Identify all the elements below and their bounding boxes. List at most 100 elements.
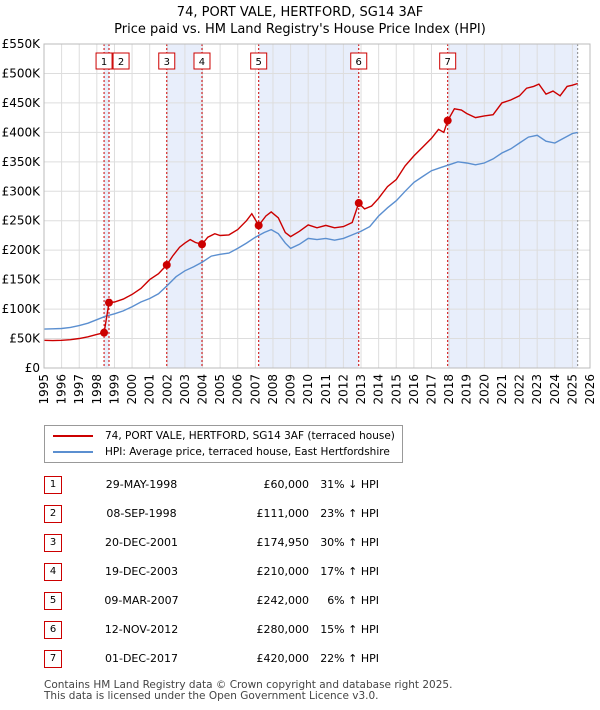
sale-label-number: 5 bbox=[256, 57, 262, 68]
shaded-range bbox=[104, 44, 109, 368]
x-tick-label: 2014 bbox=[372, 374, 386, 405]
x-tick-label: 2016 bbox=[407, 374, 421, 405]
x-tick-label: 2005 bbox=[213, 374, 227, 405]
sale-label-frame bbox=[350, 52, 368, 70]
sale-hpi-change: 23% ↑ HPI bbox=[320, 507, 379, 520]
sale-label-number: 1 bbox=[101, 57, 107, 68]
footer: Contains HM Land Registry data © Crown c… bbox=[44, 680, 452, 702]
y-tick-label: £350K bbox=[2, 155, 42, 169]
sale-label-frame bbox=[439, 52, 457, 70]
legend-item-hpi: HPI: Average price, terraced house, East… bbox=[53, 445, 390, 459]
x-tick-label: 2008 bbox=[266, 374, 280, 405]
x-tick-label: 1996 bbox=[55, 374, 69, 405]
x-tick-label: 2003 bbox=[178, 374, 192, 405]
chart-legend: 74, PORT VALE, HERTFORD, SG14 3AF (terra… bbox=[44, 425, 403, 463]
sale-label-frame bbox=[112, 52, 130, 70]
sale-number-badge: 6 bbox=[44, 620, 62, 639]
sale-number-badge: 4 bbox=[44, 562, 62, 581]
x-tick-label: 1995 bbox=[37, 374, 51, 405]
sale-number-badge: 2 bbox=[44, 504, 62, 523]
table-row: 1 29-MAY-1998 £60,000 31% ↓ HPI bbox=[44, 470, 379, 499]
sale-label-number: 7 bbox=[445, 57, 451, 68]
sale-price: £242,000 bbox=[256, 594, 310, 607]
sale-number-cell: 6 bbox=[44, 615, 84, 644]
y-tick-label: £250K bbox=[2, 214, 42, 228]
sale-price: £420,000 bbox=[256, 652, 310, 665]
x-tick-label: 2002 bbox=[160, 374, 174, 405]
sale-point bbox=[197, 240, 206, 249]
sale-hpi-change: 15% ↑ HPI bbox=[320, 623, 379, 636]
x-tick-label: 2019 bbox=[460, 374, 474, 405]
x-tick-label: 2011 bbox=[319, 374, 333, 405]
shaded-range bbox=[166, 44, 202, 368]
table-row: 7 01-DEC-2017 £420,000 22% ↑ HPI bbox=[44, 644, 379, 673]
sale-date: 08-SEP-1998 bbox=[106, 507, 177, 520]
y-tick-label: £500K bbox=[2, 66, 42, 80]
legend-swatch-property bbox=[53, 435, 93, 437]
sale-label-box: 3 bbox=[158, 52, 176, 70]
sale-number-cell: 2 bbox=[44, 499, 84, 528]
x-tick-label: 2013 bbox=[354, 374, 368, 405]
y-tick-label: £400K bbox=[2, 125, 42, 139]
x-tick-label: 2022 bbox=[513, 374, 527, 405]
x-tick-label: 2021 bbox=[495, 374, 509, 405]
price-chart: £0 £50K £100K £150K £200K £250K £300K £350K £400… bbox=[2, 37, 597, 405]
x-tick-label: 2000 bbox=[125, 374, 139, 405]
sale-label-box: 2 bbox=[112, 52, 130, 70]
chart-title: 74, PORT VALE, HERTFORD, SG14 3AF bbox=[176, 5, 424, 20]
sale-price: £210,000 bbox=[256, 565, 310, 578]
shaded-range bbox=[258, 44, 359, 368]
sale-hpi-change: 22% ↑ HPI bbox=[320, 652, 379, 665]
legend-item-property: 74, PORT VALE, HERTFORD, SG14 3AF (terra… bbox=[53, 429, 395, 443]
series-line-hpi bbox=[43, 131, 578, 330]
x-tick-label: 2015 bbox=[389, 374, 403, 405]
x-tick-label: 2001 bbox=[143, 374, 157, 405]
sale-number-cell: 3 bbox=[44, 528, 84, 557]
sale-date: 01-DEC-2017 bbox=[104, 652, 179, 665]
sale-label-box: 6 bbox=[350, 52, 368, 70]
sale-date: 12-NOV-2012 bbox=[104, 623, 179, 636]
sale-price: £111,000 bbox=[256, 507, 310, 520]
table-row: 3 20-DEC-2001 £174,950 30% ↑ HPI bbox=[44, 528, 379, 557]
sale-label-box: 1 bbox=[95, 52, 113, 70]
x-tick-label: 2026 bbox=[583, 374, 597, 405]
legend-label-hpi: HPI: Average price, terraced house, East… bbox=[105, 446, 390, 458]
table-row: 6 12-NOV-2012 £280,000 15% ↑ HPI bbox=[44, 615, 379, 644]
footer-licence: This data is licensed under the Open Gov… bbox=[44, 690, 379, 702]
legend-label-property: 74, PORT VALE, HERTFORD, SG14 3AF (terra… bbox=[105, 430, 395, 442]
x-tick-label: 2020 bbox=[477, 374, 491, 405]
sale-label-frame bbox=[193, 52, 211, 70]
table-row: 2 08-SEP-1998 £111,000 23% ↑ HPI bbox=[44, 499, 379, 528]
sale-point bbox=[443, 116, 452, 125]
x-tick-label: 2025 bbox=[565, 374, 579, 405]
x-tick-label: 2007 bbox=[248, 374, 262, 405]
sale-number-badge: 1 bbox=[44, 475, 62, 494]
x-tick-label: 2018 bbox=[442, 374, 456, 405]
sale-date: 29-MAY-1998 bbox=[105, 478, 178, 491]
sale-date: 20-DEC-2001 bbox=[104, 536, 179, 549]
sale-number-badge: 5 bbox=[44, 591, 62, 610]
x-tick-label: 2024 bbox=[548, 374, 562, 405]
y-tick-label: £100K bbox=[2, 302, 42, 316]
sale-hpi-change: 17% ↑ HPI bbox=[320, 565, 379, 578]
sale-label-box: 4 bbox=[193, 52, 211, 70]
x-tick-label: 2009 bbox=[284, 374, 298, 405]
sale-point bbox=[254, 221, 263, 230]
sale-price: £174,950 bbox=[256, 536, 310, 549]
y-tick-label: £550K bbox=[2, 37, 42, 51]
y-tick-label: £0 bbox=[25, 361, 40, 375]
sale-label-frame bbox=[250, 52, 268, 70]
sale-point bbox=[104, 298, 113, 307]
plot-frame bbox=[43, 43, 591, 369]
sales-table: 1 29-MAY-1998 £60,000 31% ↓ HPI 2 08-SEP-1998… bbox=[44, 470, 379, 673]
footer-copyright: Contains HM Land Registry data © Crown c… bbox=[44, 679, 453, 691]
sale-point bbox=[354, 199, 363, 208]
sale-date: 19-DEC-2003 bbox=[104, 565, 179, 578]
x-tick-label: 1997 bbox=[72, 374, 86, 405]
y-tick-label: £450K bbox=[2, 96, 42, 110]
sale-label-number: 2 bbox=[118, 57, 124, 68]
x-tick-label: 2023 bbox=[530, 374, 544, 405]
sale-number-cell: 7 bbox=[44, 644, 84, 673]
sale-hpi-change: 30% ↑ HPI bbox=[320, 536, 379, 549]
sale-label-box: 5 bbox=[250, 52, 268, 70]
